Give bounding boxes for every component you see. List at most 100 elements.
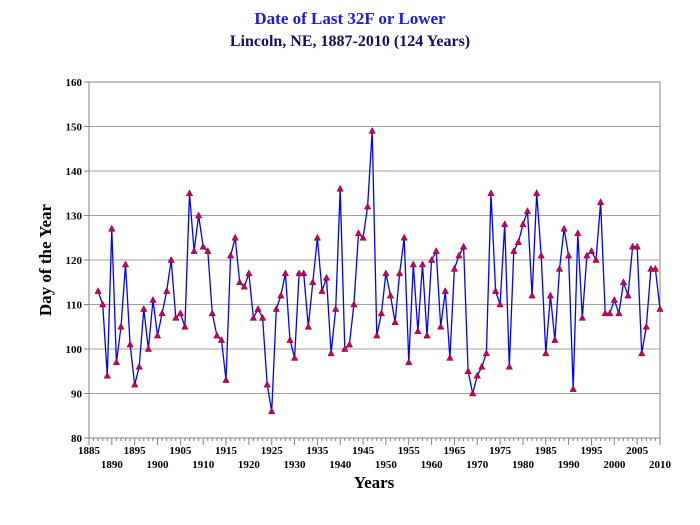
data-point-marker	[418, 260, 427, 268]
data-point-marker	[414, 327, 422, 334]
data-point-marker	[258, 313, 267, 321]
data-point-marker	[153, 331, 162, 339]
data-point-marker	[446, 353, 454, 361]
data-point-marker	[491, 287, 500, 294]
data-point-marker	[131, 380, 139, 388]
data-point-marker	[345, 340, 354, 348]
data-point-marker	[213, 331, 221, 339]
data-point-marker	[596, 198, 605, 205]
data-point-marker	[633, 242, 641, 250]
x-axis-label: Years	[354, 473, 395, 492]
x-tick-label-lower: 1930	[284, 459, 307, 471]
x-tick-label-upper: 1945	[352, 445, 375, 457]
data-point-marker	[103, 371, 111, 379]
data-point-marker	[208, 309, 216, 317]
data-point-marker	[112, 358, 121, 366]
data-point-marker	[505, 362, 513, 370]
data-point-marker	[190, 247, 198, 254]
data-point-marker	[432, 247, 440, 254]
data-point-marker	[268, 407, 276, 415]
x-tick-label-lower: 1990	[558, 459, 581, 471]
data-point-marker	[606, 309, 614, 317]
data-point-marker	[519, 220, 527, 228]
data-point-marker	[318, 287, 326, 294]
series-group	[94, 126, 664, 415]
data-point-marker	[332, 304, 340, 312]
x-tick-label-upper: 1975	[489, 445, 512, 457]
x-axis-ticks: 1885 1895 1905 1915 1925 1935 1945 1955 1965 1975…	[78, 438, 672, 471]
data-point-marker	[423, 331, 431, 339]
y-axis-ticks: 80 90 100 110 120 130 140 150 160	[66, 77, 89, 445]
data-point-marker	[647, 264, 655, 272]
y-tick-label: 90	[71, 389, 83, 401]
data-point-marker	[405, 358, 413, 366]
data-point-marker	[583, 251, 591, 259]
y-tick-label: 100	[66, 344, 83, 356]
data-point-marker	[341, 344, 349, 352]
data-point-marker	[167, 255, 175, 263]
x-tick-label-upper: 1955	[398, 445, 421, 457]
data-point-marker	[564, 251, 573, 259]
data-point-marker	[610, 295, 618, 303]
data-point-marker	[560, 224, 568, 232]
x-tick-label-upper: 1895	[124, 445, 147, 457]
x-tick-label-lower: 1920	[238, 459, 261, 471]
x-tick-label-upper: 1985	[535, 445, 558, 457]
data-point-marker	[578, 313, 586, 321]
data-point-marker	[382, 269, 390, 277]
y-tick-label: 130	[66, 211, 83, 223]
data-point-marker	[245, 269, 253, 277]
data-point-marker	[204, 247, 212, 254]
data-point-marker	[222, 376, 230, 383]
data-point-marker	[240, 282, 248, 290]
data-point-marker	[263, 380, 271, 388]
data-point-marker	[300, 269, 308, 277]
data-point-marker	[624, 291, 632, 299]
x-tick-label-lower: 1910	[192, 459, 215, 471]
data-point-marker	[163, 287, 171, 294]
x-tick-label-upper: 1885	[78, 445, 101, 457]
x-tick-label-upper: 1935	[306, 445, 329, 457]
x-tick-label-lower: 1980	[512, 459, 535, 471]
x-tick-label-lower: 2000	[603, 459, 626, 471]
x-tick-label-lower: 1960	[421, 459, 444, 471]
data-point-marker	[542, 349, 550, 357]
data-point-marker	[514, 238, 523, 245]
data-point-marker	[628, 242, 637, 250]
data-point-marker	[569, 385, 577, 392]
chart-title: Date of Last 32F or Lower	[254, 9, 446, 28]
data-point-marker	[176, 309, 185, 317]
data-point-marker	[619, 278, 628, 286]
y-tick-label: 110	[66, 300, 82, 312]
data-point-marker	[377, 309, 386, 317]
data-point-marker	[121, 260, 130, 268]
data-point-marker	[272, 304, 280, 312]
x-tick-label-lower: 1950	[375, 459, 398, 471]
data-point-marker	[510, 247, 518, 254]
data-point-marker	[386, 291, 395, 299]
data-point-marker	[464, 367, 472, 375]
data-point-marker	[354, 229, 363, 237]
data-point-marker	[363, 202, 372, 210]
data-point-marker	[546, 291, 555, 299]
data-point-marker	[555, 264, 564, 272]
y-tick-label: 120	[66, 255, 83, 267]
data-point-marker	[373, 331, 381, 339]
data-point-marker	[295, 269, 303, 277]
data-point-marker	[459, 242, 468, 250]
x-tick-label-lower: 2010	[649, 459, 672, 471]
x-tick-label-upper: 1965	[443, 445, 466, 457]
data-point-marker	[656, 304, 664, 312]
data-point-marker	[149, 295, 157, 303]
data-point-marker	[601, 309, 609, 317]
data-point-marker	[99, 300, 107, 308]
data-point-marker	[144, 344, 153, 352]
data-point-marker	[199, 242, 207, 250]
data-point-marker	[395, 269, 404, 277]
data-point-marker	[194, 211, 203, 219]
data-point-marker	[322, 273, 331, 281]
y-tick-label: 150	[66, 122, 83, 134]
x-tick-label-lower: 1890	[101, 459, 124, 471]
